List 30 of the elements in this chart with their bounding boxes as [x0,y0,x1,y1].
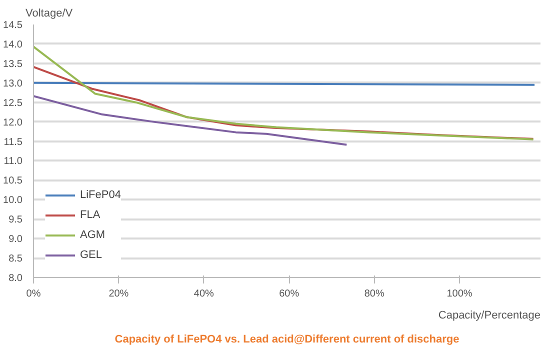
line-series [34,66,534,140]
y-tick-label: 12.5 [3,98,23,109]
line-series [34,95,348,146]
y-tick-label: 13.0 [3,78,23,90]
y-tick-label: 11.0 [4,156,23,168]
y-tick-label: 14.5 [3,20,23,31]
y-tick-label: 8.0 [8,273,23,284]
x-tick-label: 80% [364,288,384,300]
x-tick-label: 100% [446,288,472,300]
legend-label: LiFeP04 [80,188,121,202]
y-axis-title: Voltage/V [26,8,74,20]
legend-label: AGM [80,228,106,242]
x-tick-label: 20% [108,288,129,300]
y-tick-label: 10.0 [3,195,23,206]
y-tick-label: 9.0 [8,234,23,246]
legend-label: FLA [80,208,100,222]
y-tick-label: 14.0 [3,39,23,50]
line-series [34,46,534,140]
y-tick-label: 10.5 [3,176,23,187]
x-axis-title: Capacity/Percentage [438,310,541,322]
y-tick-label: 11.5 [4,136,23,148]
y-tick-label: 13.5 [3,58,23,70]
y-tick-label: 9.5 [8,214,23,226]
y-tick-label: 12.0 [3,117,23,128]
x-tick-label: 60% [279,288,300,300]
y-tick-label: 8.5 [8,254,23,265]
x-tick-label: 40% [194,288,214,300]
text: Capacity of LiFePO4 vs. Lead acid@Different current of discharge [114,334,460,346]
legend-label: GEL [80,248,102,262]
x-tick-label: 0% [26,288,41,300]
